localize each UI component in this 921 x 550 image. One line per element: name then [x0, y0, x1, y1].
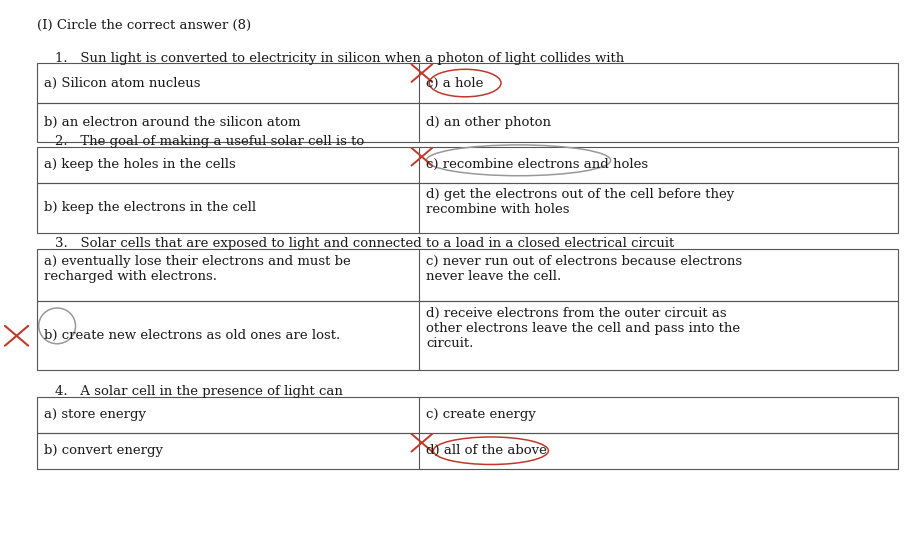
- Text: c) create energy: c) create energy: [426, 409, 536, 421]
- Text: d) an other photon: d) an other photon: [426, 116, 552, 129]
- Text: a) store energy: a) store energy: [44, 409, 146, 421]
- Text: 2.   The goal of making a useful solar cell is to: 2. The goal of making a useful solar cel…: [55, 135, 365, 148]
- Text: a) Silicon atom nucleus: a) Silicon atom nucleus: [44, 76, 201, 90]
- Text: b) convert energy: b) convert energy: [44, 444, 163, 457]
- Text: 1.   Sun light is converted to electricity in silicon when a photon of light col: 1. Sun light is converted to electricity…: [55, 52, 624, 65]
- Text: d) all of the above: d) all of the above: [426, 444, 547, 457]
- Text: b) an electron around the silicon atom: b) an electron around the silicon atom: [44, 116, 301, 129]
- Text: c) recombine electrons and holes: c) recombine electrons and holes: [426, 158, 648, 171]
- Text: a) keep the holes in the cells: a) keep the holes in the cells: [44, 158, 236, 171]
- Text: (I) Circle the correct answer (8): (I) Circle the correct answer (8): [37, 19, 251, 32]
- Text: c) a hole: c) a hole: [426, 76, 484, 90]
- Text: 3.   Solar cells that are exposed to light and connected to a load in a closed e: 3. Solar cells that are exposed to light…: [55, 236, 674, 250]
- Text: d) get the electrons out of the cell before they
recombine with holes: d) get the electrons out of the cell bef…: [426, 188, 735, 216]
- Text: d) receive electrons from the outer circuit as
other electrons leave the cell an: d) receive electrons from the outer circ…: [426, 307, 740, 350]
- Text: b) create new electrons as old ones are lost.: b) create new electrons as old ones are …: [44, 329, 341, 342]
- Text: a) eventually lose their electrons and must be
recharged with electrons.: a) eventually lose their electrons and m…: [44, 255, 351, 283]
- Text: b) keep the electrons in the cell: b) keep the electrons in the cell: [44, 201, 256, 214]
- Text: 4.   A solar cell in the presence of light can: 4. A solar cell in the presence of light…: [55, 385, 344, 398]
- Text: c) never run out of electrons because electrons
never leave the cell.: c) never run out of electrons because el…: [426, 255, 742, 283]
